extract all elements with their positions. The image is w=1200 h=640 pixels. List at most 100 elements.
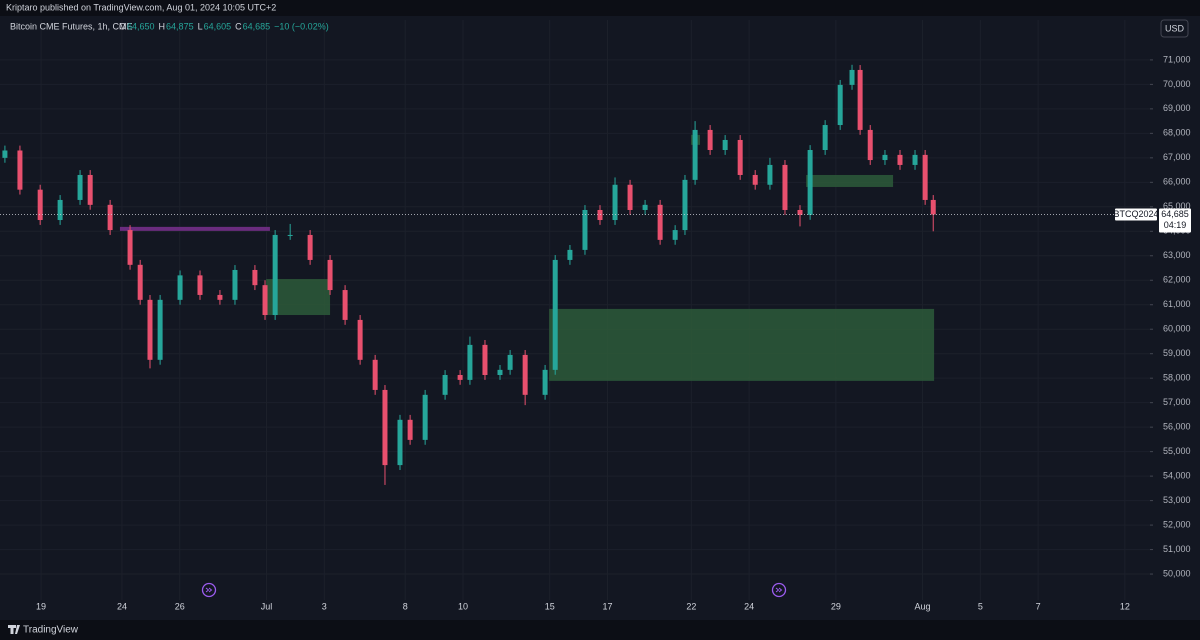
- x-tick-label: 3: [322, 601, 327, 611]
- candle-body: [807, 150, 813, 215]
- legend-key: O: [119, 21, 126, 31]
- legend-key: C: [235, 21, 242, 31]
- x-tick-label: 5: [978, 601, 983, 611]
- y-tick-label: 68,000: [1163, 128, 1191, 138]
- y-tick-label: 50,000: [1163, 568, 1191, 578]
- y-tick-label: 59,000: [1163, 348, 1191, 358]
- price-tag: [1159, 208, 1191, 233]
- symbol-tag: [1115, 208, 1157, 221]
- header: Kriptaro published on TradingView.com, A…: [6, 2, 276, 12]
- candle-body: [767, 164, 773, 185]
- legend-value: 64,605: [204, 21, 232, 31]
- currency-button[interactable]: [1160, 19, 1189, 38]
- y-tick-label: 66,000: [1163, 177, 1191, 187]
- y-tick-label: 70,000: [1163, 79, 1191, 89]
- brand-logo: [8, 625, 20, 634]
- candle-body: [672, 230, 678, 240]
- candle-body: [822, 125, 828, 151]
- candle-body: [372, 359, 378, 390]
- y-tick-label: 57,000: [1163, 397, 1191, 407]
- symbol-label: BTCQ2024: [1113, 209, 1158, 219]
- brand: TradingView: [23, 625, 79, 636]
- event-icon-glyph: [205, 587, 213, 593]
- candle-body: [882, 154, 888, 161]
- candle-body: [837, 84, 843, 126]
- y-tick-label: 52,000: [1163, 519, 1191, 529]
- candle-body: [582, 209, 588, 250]
- event-icon[interactable]: [771, 582, 787, 598]
- candle-body: [137, 264, 143, 300]
- candle-body: [482, 344, 488, 376]
- candle-body: [177, 275, 183, 300]
- candle-body: [107, 204, 113, 231]
- legend-title: Bitcoin CME Futures, 1h, CME: [10, 21, 133, 31]
- top-bar: [0, 0, 1200, 16]
- candle-body: [567, 249, 573, 260]
- x-tick-label: 10: [458, 601, 468, 611]
- legend-value: 64,685: [243, 21, 271, 31]
- y-tick-label: 62,000: [1163, 275, 1191, 285]
- candle-body: [397, 419, 403, 466]
- y-tick-label: 53,000: [1163, 495, 1191, 505]
- x-tick-label: 15: [545, 601, 555, 611]
- zone: [806, 174, 894, 187]
- y-tick-label: 54,000: [1163, 470, 1191, 480]
- grid: [0, 20, 1150, 600]
- event-icon[interactable]: [201, 582, 217, 598]
- legend-key: H: [159, 21, 166, 31]
- candle-body: [262, 285, 268, 316]
- candle-body: [597, 209, 603, 221]
- candle-body: [232, 269, 238, 300]
- candle-body: [627, 184, 633, 210]
- candle-body: [127, 230, 133, 265]
- candle-body: [87, 174, 93, 205]
- last-price-label: 64,685: [1161, 209, 1189, 219]
- candle-body: [157, 299, 163, 360]
- y-tick-label: 51,000: [1163, 544, 1191, 554]
- candle-body: [707, 129, 713, 151]
- zones: [119, 134, 935, 381]
- footer-bar: [0, 620, 1200, 640]
- candle-body: [57, 199, 63, 221]
- candle-body: [272, 234, 278, 316]
- x-tick-label: 7: [1036, 601, 1041, 611]
- candle-body: [287, 234, 293, 236]
- legend-key: L: [198, 21, 203, 31]
- x-tick-label: 26: [175, 601, 185, 611]
- candle-body: [497, 369, 503, 376]
- candle-body: [657, 204, 663, 240]
- x-tick-label: Jul: [261, 601, 273, 611]
- candle-body: [467, 344, 473, 380]
- candle-body: [912, 154, 918, 165]
- candle-body: [867, 129, 873, 161]
- legend-value: 64,650: [127, 21, 155, 31]
- candle-body: [722, 139, 728, 151]
- candle-body: [2, 150, 8, 158]
- x-tick-label: 19: [36, 601, 46, 611]
- candle-body: [77, 174, 83, 200]
- candle-body: [382, 389, 388, 466]
- currency[interactable]: USD: [1165, 23, 1185, 33]
- candle-body: [849, 69, 855, 85]
- x-tick-label: 29: [831, 601, 841, 611]
- candle-body: [642, 204, 648, 210]
- x-tick-label: 12: [1120, 601, 1130, 611]
- candle-body: [327, 259, 333, 291]
- y-tick-label: 55,000: [1163, 446, 1191, 456]
- candle-body: [507, 354, 513, 370]
- candle-body: [357, 319, 363, 360]
- candle-body: [147, 299, 153, 360]
- candle-body: [542, 369, 548, 395]
- candle-body: [37, 189, 43, 221]
- y-tick-label: 56,000: [1163, 422, 1191, 432]
- event-icon-glyph: [775, 587, 783, 593]
- candle-body: [457, 375, 463, 380]
- candle-body: [797, 209, 803, 215]
- candle-body: [552, 259, 558, 370]
- legend-change: −10 (−0.02%): [274, 21, 329, 31]
- candle-body: [692, 129, 698, 180]
- candle-body: [307, 234, 313, 260]
- x-tick-label: Aug: [915, 601, 931, 611]
- candle-body: [217, 294, 223, 300]
- x-tick-label: 24: [744, 601, 754, 611]
